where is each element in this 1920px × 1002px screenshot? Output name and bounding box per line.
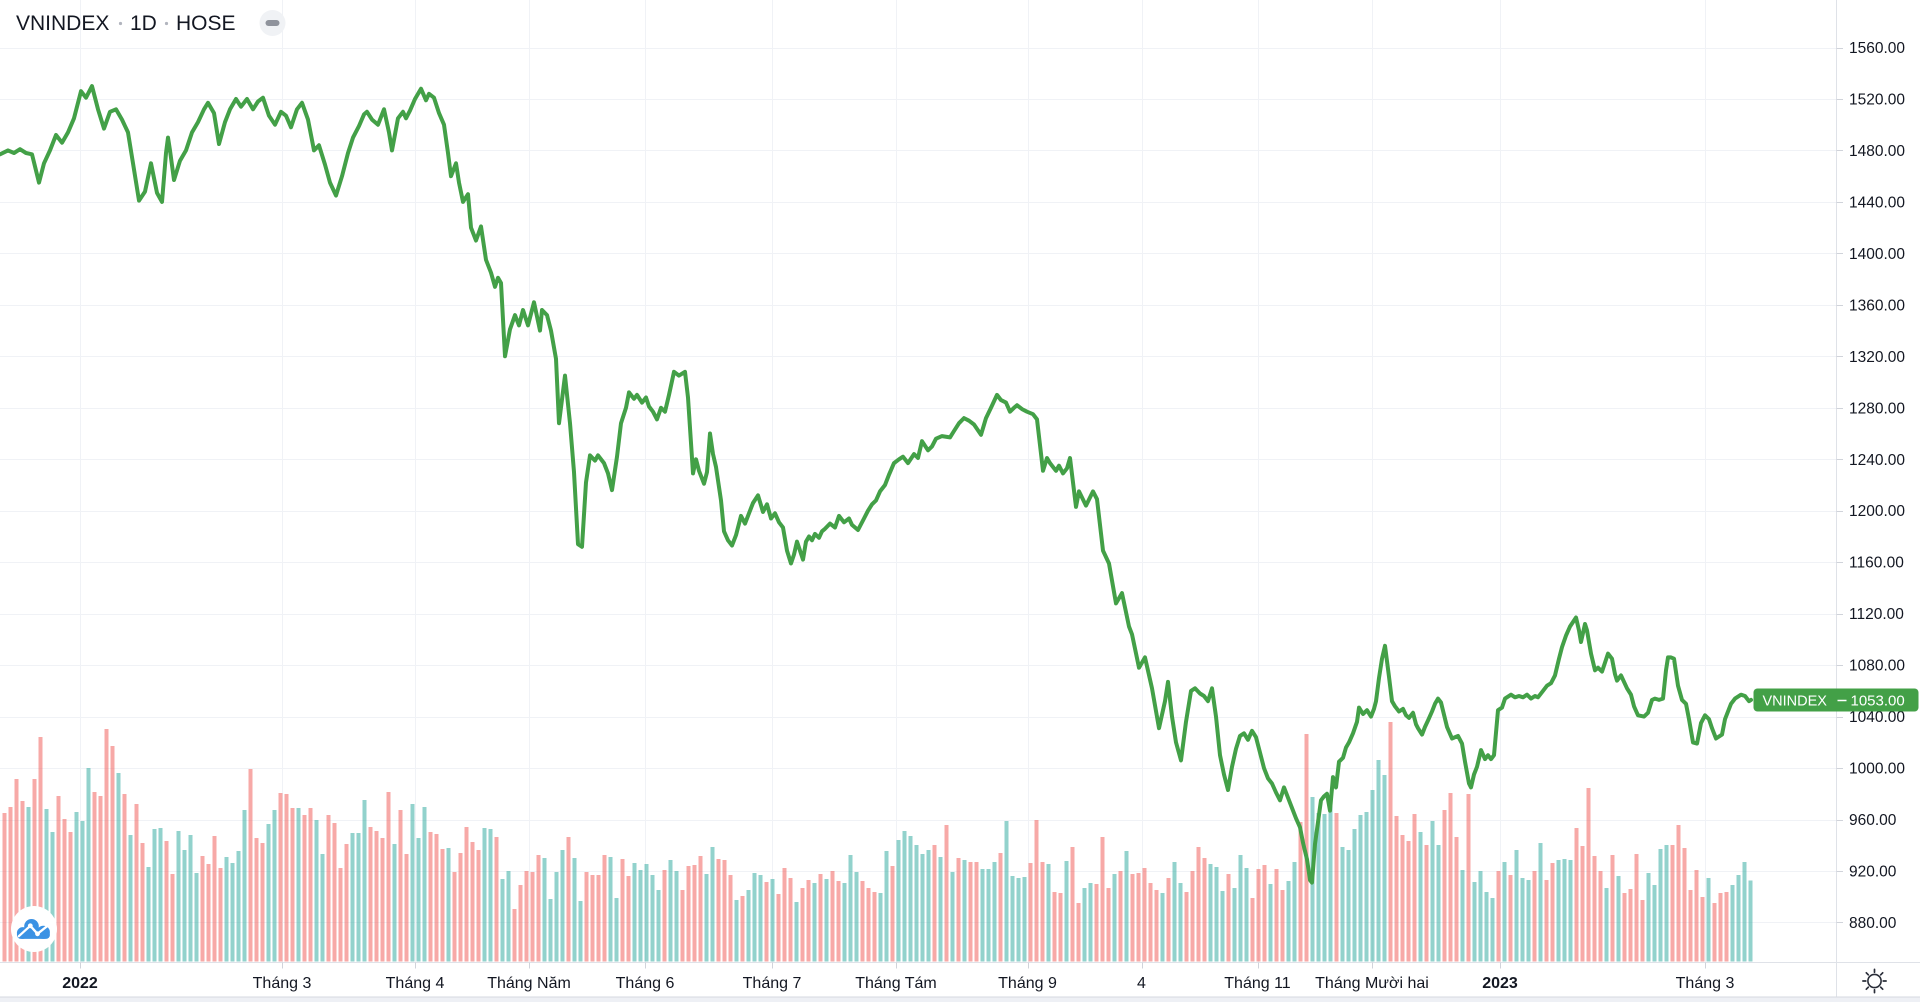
svg-text:Tháng 11: Tháng 11: [1224, 975, 1291, 992]
svg-text:1000.00: 1000.00: [1849, 761, 1905, 778]
svg-text:2022: 2022: [62, 975, 98, 992]
svg-text:1280.00: 1280.00: [1849, 400, 1905, 417]
svg-text:1480.00: 1480.00: [1849, 143, 1905, 160]
svg-text:1520.00: 1520.00: [1849, 92, 1905, 109]
svg-text:960.00: 960.00: [1849, 812, 1897, 829]
svg-text:VNINDEX: VNINDEX: [1763, 694, 1828, 710]
svg-text:1120.00: 1120.00: [1849, 606, 1904, 623]
svg-text:Tháng 3: Tháng 3: [1676, 975, 1735, 992]
svg-text:Tháng Tám: Tháng Tám: [855, 975, 937, 992]
svg-text:1560.00: 1560.00: [1849, 40, 1905, 57]
svg-text:1D: 1D: [130, 12, 157, 35]
svg-text:Tháng Mười hai: Tháng Mười hai: [1315, 975, 1429, 992]
svg-text:1040.00: 1040.00: [1849, 709, 1905, 726]
svg-text:VNINDEX: VNINDEX: [16, 12, 109, 35]
svg-text:1080.00: 1080.00: [1849, 658, 1905, 675]
svg-text:1440.00: 1440.00: [1849, 194, 1905, 211]
svg-text:2023: 2023: [1482, 975, 1518, 992]
svg-text:Tháng 9: Tháng 9: [998, 975, 1057, 992]
svg-text:1400.00: 1400.00: [1849, 246, 1905, 263]
svg-text:Tháng 7: Tháng 7: [743, 975, 802, 992]
svg-text:Tháng 6: Tháng 6: [616, 975, 675, 992]
svg-text:HOSE: HOSE: [176, 12, 236, 35]
svg-text:1240.00: 1240.00: [1849, 452, 1905, 469]
svg-text:Tháng Năm: Tháng Năm: [487, 975, 571, 992]
svg-text:Tháng 4: Tháng 4: [386, 975, 445, 992]
svg-text:4: 4: [1137, 975, 1146, 992]
svg-text:1160.00: 1160.00: [1849, 555, 1904, 572]
svg-text:1360.00: 1360.00: [1849, 297, 1905, 314]
svg-text:Tháng 3: Tháng 3: [253, 975, 312, 992]
svg-text:880.00: 880.00: [1849, 915, 1897, 932]
svg-text:920.00: 920.00: [1849, 864, 1897, 881]
svg-text:1200.00: 1200.00: [1849, 503, 1905, 520]
svg-text:1053.00: 1053.00: [1851, 693, 1905, 710]
svg-text:1320.00: 1320.00: [1849, 349, 1905, 366]
